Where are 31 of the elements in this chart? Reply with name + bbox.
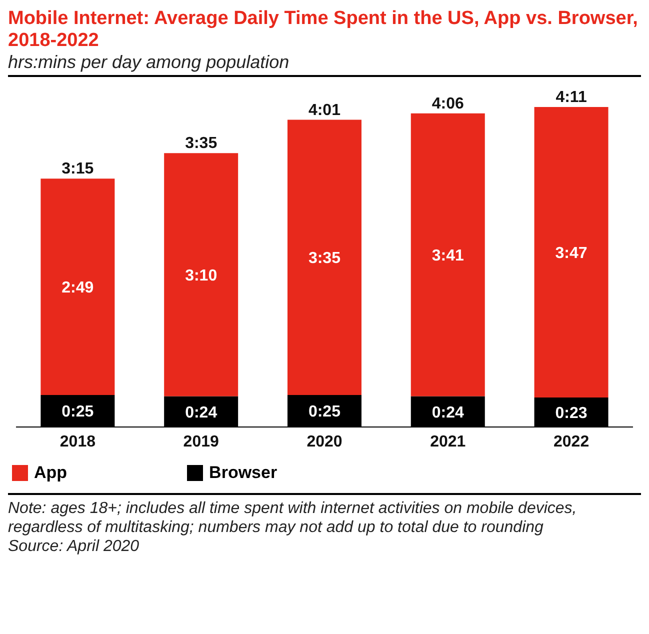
source-note: Source: April 2020 (8, 537, 140, 556)
data-label: 3:35 (308, 250, 341, 268)
legend-label: App (33, 463, 68, 483)
data-label: 0:25 (308, 404, 341, 421)
legend-label: Browser (208, 463, 278, 483)
bar (534, 107, 608, 398)
total-label: 4:01 (308, 102, 341, 119)
total-label: 3:15 (62, 160, 94, 178)
data-label: 0:24 (185, 404, 218, 422)
x-tick-label: 2022 (554, 433, 590, 450)
chart-title: Mobile Internet: Average Daily Time Spent in the US, App vs. Browser, 2018-2022 (8, 8, 639, 52)
data-label: 2:49 (62, 280, 94, 297)
bar (164, 153, 238, 396)
data-label: 0:23 (555, 404, 588, 422)
text: Note: ages 18+; includes all time spent with internet activities on mobile devices, regardless of multitasking; numbers may not add up to total due to rounding (8, 499, 578, 537)
total-label: 4:11 (556, 89, 587, 106)
x-tick-label: 2021 (430, 433, 466, 450)
data-label: 0:24 (432, 404, 464, 422)
chart-subtitle: hrs:mins per day among population (8, 52, 641, 77)
data-label: 3:10 (185, 267, 218, 284)
x-tick-label: 2020 (306, 433, 342, 450)
total-label: 3:35 (185, 135, 218, 152)
bar (40, 178, 115, 395)
data-label: 0:25 (62, 404, 94, 421)
bar (287, 120, 362, 395)
total-label: 4:06 (432, 95, 464, 112)
bar (410, 113, 485, 396)
data-label: 3:41 (432, 248, 464, 265)
x-tick-label: 2019 (183, 433, 219, 450)
x-tick-label: 2018 (60, 433, 96, 450)
data-label: 3:47 (555, 244, 588, 262)
